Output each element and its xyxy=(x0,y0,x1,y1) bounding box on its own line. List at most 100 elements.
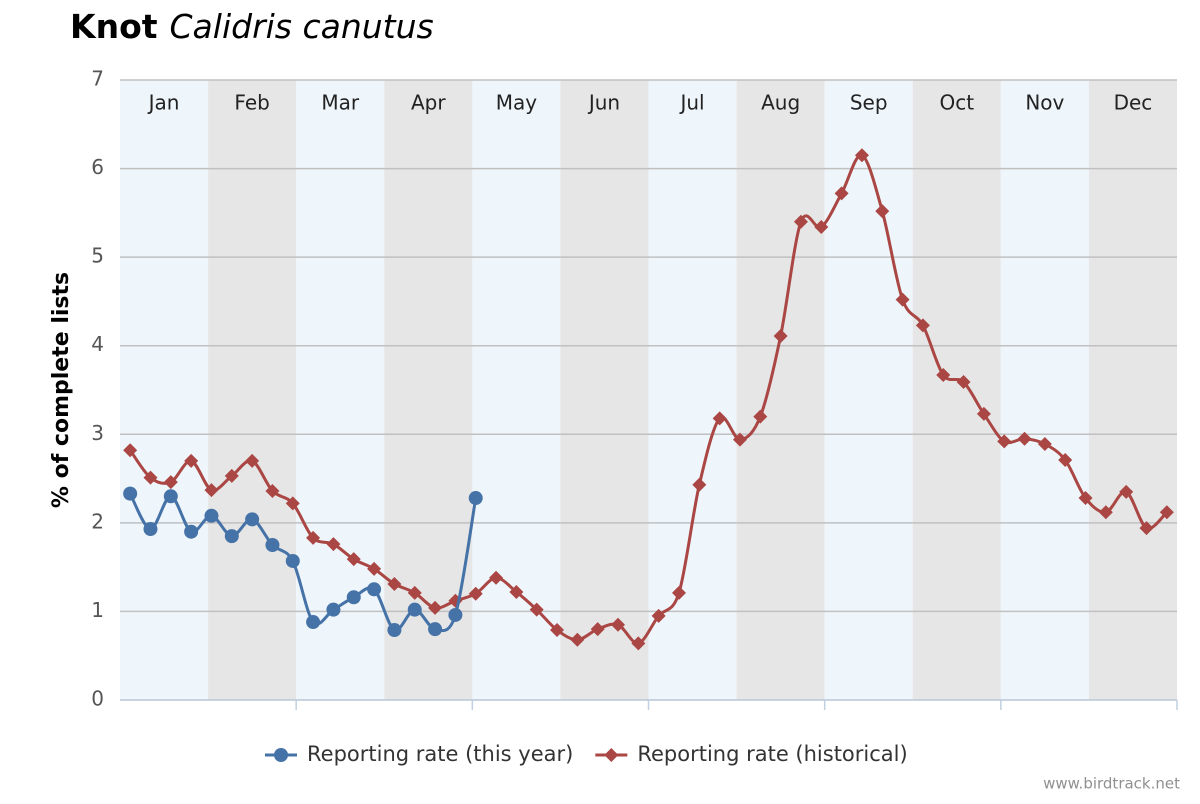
y-tick-label: 0 xyxy=(91,687,104,711)
month-label: Feb xyxy=(234,91,269,115)
marker xyxy=(671,585,686,600)
marker xyxy=(123,443,138,458)
marker xyxy=(163,475,178,490)
month-label: Dec xyxy=(1114,91,1153,115)
marker xyxy=(184,524,199,539)
marker xyxy=(428,622,443,637)
marker xyxy=(428,600,443,615)
marker xyxy=(407,585,422,600)
marker xyxy=(387,623,402,638)
marker xyxy=(184,453,199,468)
marker xyxy=(793,214,808,229)
title-scientific: Calidris canutus xyxy=(170,7,434,46)
marker xyxy=(875,204,890,219)
marker xyxy=(143,522,158,537)
month-label: Jul xyxy=(678,91,704,115)
month-label: Jun xyxy=(587,91,620,115)
marker xyxy=(224,468,239,483)
marker xyxy=(143,470,158,485)
month-label: Oct xyxy=(939,91,974,115)
month-label: Mar xyxy=(321,91,360,115)
marker xyxy=(326,537,341,552)
marker xyxy=(997,434,1012,449)
marker xyxy=(326,602,341,617)
marker xyxy=(346,552,361,567)
marker xyxy=(1098,505,1113,520)
legend-label: Reporting rate (this year) xyxy=(307,742,573,766)
marker xyxy=(651,608,666,623)
marker xyxy=(692,477,707,492)
marker xyxy=(245,453,260,468)
month-label: Sep xyxy=(850,91,888,115)
marker xyxy=(753,409,768,424)
marker xyxy=(367,582,382,597)
marker xyxy=(611,617,626,632)
marker xyxy=(224,529,239,544)
marker xyxy=(631,636,646,651)
marker xyxy=(814,220,829,235)
marker xyxy=(1159,505,1174,520)
marker xyxy=(732,432,747,447)
marker xyxy=(895,292,910,307)
y-tick-label: 7 xyxy=(91,67,104,91)
marker xyxy=(163,489,178,504)
series xyxy=(123,486,483,638)
month-band xyxy=(472,80,561,700)
month-band xyxy=(120,80,209,700)
marker xyxy=(468,586,483,601)
marker xyxy=(1078,491,1093,506)
marker xyxy=(123,486,138,501)
marker xyxy=(407,602,422,617)
marker xyxy=(570,632,585,647)
marker xyxy=(976,406,991,421)
marker xyxy=(834,186,849,201)
y-tick-label: 1 xyxy=(91,598,104,622)
marker xyxy=(773,328,788,343)
marker xyxy=(712,411,727,426)
y-tick-label: 4 xyxy=(91,332,104,356)
month-label: Jan xyxy=(147,91,180,115)
month-band xyxy=(1000,80,1089,700)
month-band xyxy=(208,80,297,700)
legend: Reporting rate (this year) Reporting rate… xyxy=(265,742,908,766)
marker xyxy=(204,483,219,498)
month-band xyxy=(648,80,737,700)
marker xyxy=(265,483,280,498)
chart-title: Knot Calidris canutus xyxy=(70,7,434,46)
marker xyxy=(590,622,605,637)
marker xyxy=(265,538,280,552)
marker xyxy=(854,148,869,163)
marker xyxy=(285,553,300,568)
month-label: Aug xyxy=(761,91,800,115)
y-tick-label: 5 xyxy=(91,244,104,268)
marker xyxy=(367,561,382,576)
marker xyxy=(448,607,463,622)
marker xyxy=(346,590,361,605)
marker xyxy=(1037,437,1052,452)
month-label: Nov xyxy=(1025,91,1064,115)
marker xyxy=(489,570,504,585)
marker xyxy=(604,748,619,762)
month-band xyxy=(912,80,1001,700)
plot xyxy=(123,148,1174,651)
marker xyxy=(274,748,288,762)
marker xyxy=(1139,521,1154,536)
month-band xyxy=(1088,80,1177,700)
month-label: Apr xyxy=(411,91,446,115)
legend-label: Reporting rate (historical) xyxy=(637,742,907,766)
marker xyxy=(387,576,402,591)
marker xyxy=(285,496,300,511)
marker xyxy=(468,491,483,506)
marker xyxy=(915,318,930,333)
month-bands: Jan Feb Mar Apr May Jun Jul Aug Sep Oct Nov Dec xyxy=(120,80,1178,710)
marker xyxy=(306,530,321,545)
y-axis-label: % of complete lists xyxy=(49,272,74,508)
series xyxy=(123,148,1174,651)
title-common: Knot xyxy=(70,7,158,46)
y-tick-label: 3 xyxy=(91,421,104,445)
month-band xyxy=(296,80,385,700)
marker xyxy=(1017,431,1032,446)
y-tick-label: 2 xyxy=(91,509,104,533)
marker xyxy=(529,602,544,617)
